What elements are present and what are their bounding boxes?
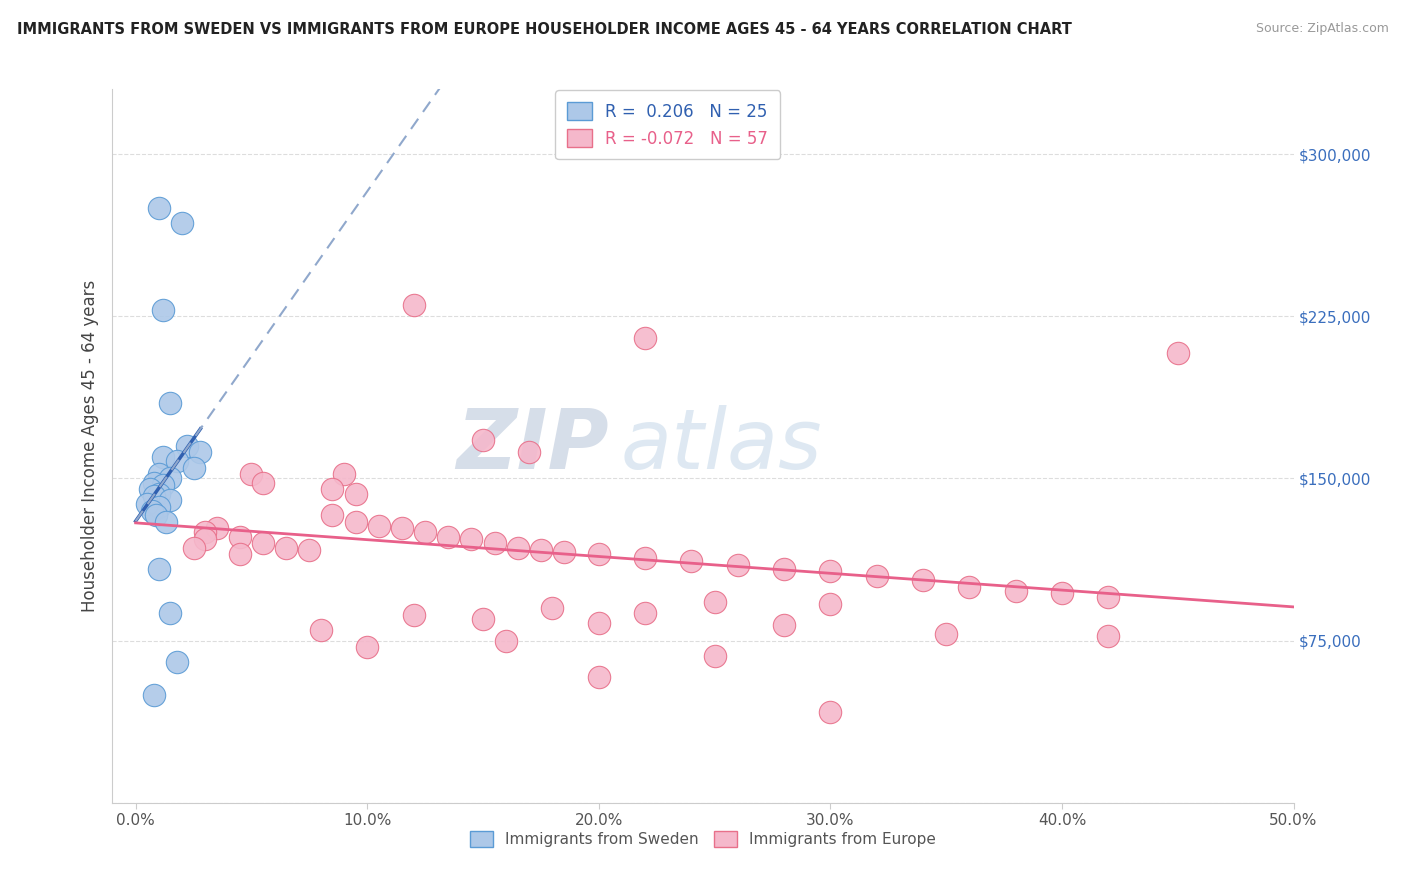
Point <box>911 573 934 587</box>
Point <box>170 216 193 230</box>
Text: IMMIGRANTS FROM SWEDEN VS IMMIGRANTS FROM EUROPE HOUSEHOLDER INCOME AGES 45 - 64: IMMIGRANTS FROM SWEDEN VS IMMIGRANTS FRO… <box>17 22 1071 37</box>
Point <box>309 623 332 637</box>
Point <box>321 508 343 523</box>
Point <box>138 482 160 496</box>
Point <box>152 302 174 317</box>
Point <box>472 433 495 447</box>
Point <box>136 497 159 511</box>
Legend: Immigrants from Sweden, Immigrants from Europe: Immigrants from Sweden, Immigrants from … <box>458 819 948 859</box>
Point <box>495 633 517 648</box>
Point <box>935 627 957 641</box>
Point <box>703 595 725 609</box>
Point <box>506 541 529 555</box>
Point <box>229 547 252 561</box>
Point <box>541 601 564 615</box>
Point <box>194 525 217 540</box>
Text: atlas: atlas <box>620 406 823 486</box>
Point <box>252 536 274 550</box>
Point <box>553 545 575 559</box>
Y-axis label: Householder Income Ages 45 - 64 years: Householder Income Ages 45 - 64 years <box>80 280 98 612</box>
Point <box>773 562 796 576</box>
Point <box>148 467 170 482</box>
Point <box>866 568 889 582</box>
Point <box>530 542 553 557</box>
Point <box>159 493 181 508</box>
Point <box>1050 586 1073 600</box>
Point <box>820 597 842 611</box>
Point <box>166 454 188 468</box>
Point <box>634 551 657 566</box>
Point <box>145 508 167 523</box>
Point <box>148 500 170 514</box>
Point <box>183 460 205 475</box>
Point <box>148 201 170 215</box>
Text: ZIP: ZIP <box>456 406 609 486</box>
Point <box>176 439 198 453</box>
Point <box>229 530 252 544</box>
Point <box>703 648 725 663</box>
Point <box>634 606 657 620</box>
Point <box>1097 591 1119 605</box>
Point <box>143 475 166 490</box>
Point <box>321 482 343 496</box>
Point <box>634 331 657 345</box>
Point <box>413 525 436 540</box>
Point <box>460 532 482 546</box>
Point <box>166 655 188 669</box>
Point <box>472 612 495 626</box>
Point <box>143 688 166 702</box>
Point <box>820 565 842 579</box>
Point <box>344 515 367 529</box>
Point <box>240 467 263 482</box>
Point <box>437 530 460 544</box>
Point <box>588 616 610 631</box>
Point <box>152 478 174 492</box>
Point <box>1167 346 1189 360</box>
Point <box>194 532 217 546</box>
Point <box>159 606 181 620</box>
Point <box>205 521 228 535</box>
Point <box>252 475 274 490</box>
Point <box>957 580 980 594</box>
Point <box>344 486 367 500</box>
Point <box>1004 583 1026 598</box>
Point <box>141 504 163 518</box>
Point <box>148 486 170 500</box>
Point <box>148 562 170 576</box>
Point <box>152 450 174 464</box>
Point <box>333 467 356 482</box>
Point <box>402 607 425 622</box>
Point <box>773 618 796 632</box>
Point <box>588 670 610 684</box>
Point <box>820 705 842 719</box>
Point <box>484 536 506 550</box>
Point <box>143 489 166 503</box>
Point <box>681 553 703 567</box>
Point <box>159 471 181 485</box>
Point <box>155 515 177 529</box>
Point <box>356 640 378 654</box>
Point <box>1097 629 1119 643</box>
Point <box>588 547 610 561</box>
Text: Source: ZipAtlas.com: Source: ZipAtlas.com <box>1256 22 1389 36</box>
Point <box>159 396 181 410</box>
Point <box>183 541 205 555</box>
Point <box>190 445 212 459</box>
Point <box>727 558 749 572</box>
Point <box>276 541 298 555</box>
Point <box>367 519 389 533</box>
Point <box>391 521 413 535</box>
Point <box>517 445 540 459</box>
Point <box>298 542 321 557</box>
Point <box>402 298 425 312</box>
